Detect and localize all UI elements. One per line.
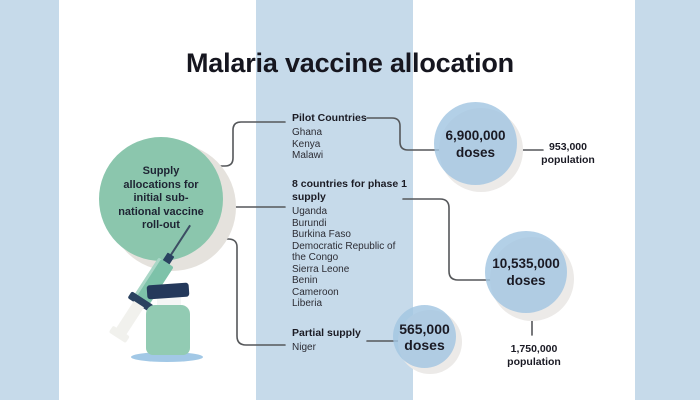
- partial-heading: Partial supply: [292, 327, 361, 339]
- partial-doses-value: 565,000: [399, 320, 450, 337]
- partial-country-list: Niger: [292, 342, 396, 354]
- vial-shadow-ellipse: [131, 352, 203, 362]
- pilot-doses-circle: 6,900,000 doses: [434, 102, 517, 185]
- page-title: Malaria vaccine allocation: [186, 48, 514, 78]
- pilot-doses-unit: doses: [455, 144, 496, 160]
- country-item: Sierra Leone: [292, 263, 350, 275]
- pilot-population-label: 953,000 population: [535, 141, 601, 166]
- country-item: Democratic Republic of the Congo: [292, 240, 396, 264]
- vial-cap: [146, 282, 190, 300]
- phase1-doses-unit: doses: [506, 273, 546, 288]
- phase1-doses-circle: 10,535,000 doses: [485, 231, 567, 313]
- pilot-country-list: Ghana Kenya Malawi: [292, 127, 396, 162]
- phase1-population-unit: population: [507, 355, 561, 368]
- connector-hub-to-pilot: [204, 121, 286, 167]
- vial-body: Malaria Vaccine: [146, 305, 190, 355]
- hub-label-line: Supply: [142, 165, 180, 178]
- pilot-population-value: 953,000: [549, 141, 587, 153]
- pilot-population-unit: population: [541, 153, 595, 166]
- country-item: Kenya: [292, 138, 321, 150]
- connector-pilot-to-doses: [366, 117, 449, 151]
- partial-doses-circle: 565,000 doses: [393, 305, 456, 368]
- section-pilot-countries: Pilot Countries Ghana Kenya Malawi: [292, 112, 424, 162]
- hub-circle: Supply allocations for initial sub- nati…: [99, 137, 223, 261]
- country-item: Benin: [292, 275, 318, 286]
- section-phase1-countries: 8 countries for phase 1 supply Uganda Bu…: [292, 178, 424, 310]
- hub-label-line: national vaccine: [118, 205, 204, 218]
- phase1-heading: 8 countries for phase 1 supply: [292, 178, 407, 203]
- phase1-country-list: Uganda Burundi Burkina Faso Democratic R…: [292, 206, 396, 310]
- country-item: Ghana: [292, 127, 323, 138]
- country-item: Burkina Faso: [292, 229, 351, 240]
- country-item: Niger: [292, 342, 316, 353]
- country-item: Liberia: [292, 298, 323, 309]
- phase1-population-value: 1,750,000: [510, 343, 558, 355]
- section-partial-supply: Partial supply Niger: [292, 327, 424, 354]
- hub-label-line: roll-out: [142, 219, 180, 232]
- country-item: Uganda: [292, 206, 328, 217]
- background-stripe-middle: [256, 0, 413, 400]
- background-stripe-right: [635, 0, 700, 400]
- country-item: Cameroon: [292, 286, 339, 298]
- partial-doses-unit: doses: [404, 336, 445, 353]
- phase1-population-label: 1,750,000 population: [501, 343, 567, 368]
- hub-label-line: allocations for: [123, 178, 199, 191]
- connector-hub-to-partial: [204, 238, 286, 346]
- hub-label-line: initial sub-: [133, 192, 189, 205]
- phase1-doses-value: 10,535,000: [492, 256, 560, 271]
- pilot-heading: Pilot Countries: [292, 112, 367, 124]
- country-item: Malawi: [292, 150, 324, 161]
- pilot-doses-value: 6,900,000: [445, 127, 506, 143]
- background-stripe-left: [0, 0, 59, 400]
- syringe-needle: [169, 224, 191, 257]
- connector-phase1-to-doses: [402, 198, 501, 281]
- country-item: Burundi: [292, 217, 327, 229]
